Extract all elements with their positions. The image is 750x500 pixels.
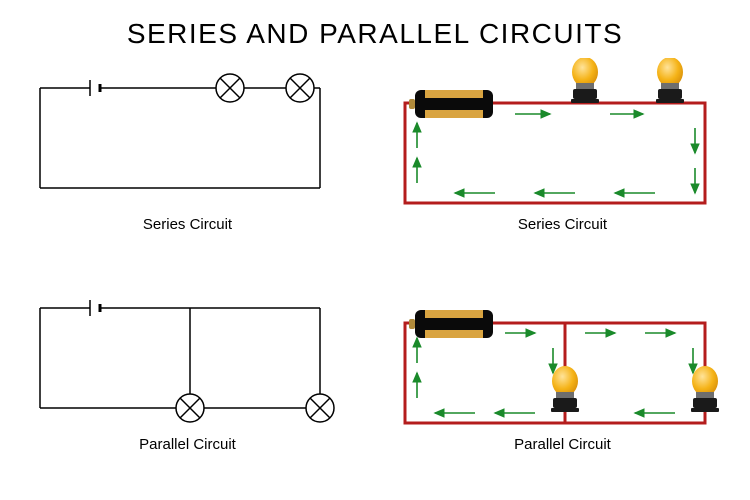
cell-schematic-series: Series Circuit	[0, 58, 375, 278]
diagram-grid: Series Circuit	[0, 58, 750, 498]
caption-schematic-series: Series Circuit	[0, 216, 375, 233]
cell-pictorial-parallel: Parallel Circuit	[375, 278, 750, 498]
page-title: SERIES AND PARALLEL CIRCUITS	[0, 18, 750, 50]
cell-schematic-parallel: Parallel Circuit	[0, 278, 375, 498]
battery-icon	[409, 310, 493, 338]
bulb-icon	[551, 366, 579, 412]
caption-pictorial-series: Series Circuit	[375, 216, 750, 233]
caption-schematic-parallel: Parallel Circuit	[0, 436, 375, 453]
bulb-icon	[691, 366, 719, 412]
bulb-icon	[571, 58, 599, 103]
cell-pictorial-series: Series Circuit	[375, 58, 750, 278]
bulb-icon	[656, 58, 684, 103]
battery-icon	[409, 90, 493, 118]
caption-pictorial-parallel: Parallel Circuit	[375, 436, 750, 453]
